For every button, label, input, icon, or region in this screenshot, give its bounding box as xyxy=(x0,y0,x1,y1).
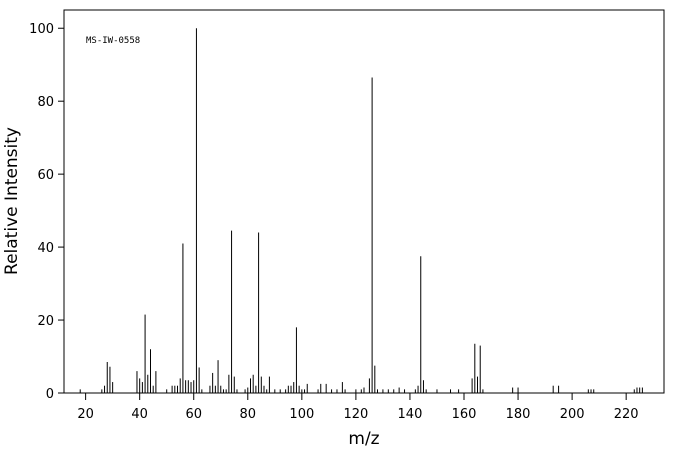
x-tick-label: 100 xyxy=(289,407,314,422)
y-tick-label: 20 xyxy=(37,314,54,329)
y-tick-label: 0 xyxy=(46,387,54,402)
y-tick-label: 80 xyxy=(37,95,54,110)
x-tick-label: 200 xyxy=(560,407,585,422)
x-tick-label: 160 xyxy=(452,407,477,422)
x-tick-label: 20 xyxy=(77,407,94,422)
annotation: MS-IW-0558 xyxy=(86,36,140,46)
x-tick-label: 180 xyxy=(506,407,531,422)
x-tick-label: 40 xyxy=(131,407,148,422)
y-tick-label: 60 xyxy=(37,168,54,183)
x-axis-label: m/z xyxy=(348,429,379,449)
plot-frame xyxy=(63,9,665,394)
y-tick-label: 100 xyxy=(29,22,54,37)
x-tick-label: 120 xyxy=(343,407,368,422)
y-axis-label: Relative Intensity xyxy=(2,127,22,275)
x-tick-label: 60 xyxy=(185,407,202,422)
y-tick-label: 40 xyxy=(37,241,54,256)
x-tick-label: 80 xyxy=(240,407,257,422)
x-tick-label: 220 xyxy=(614,407,639,422)
x-tick-label: 140 xyxy=(398,407,423,422)
